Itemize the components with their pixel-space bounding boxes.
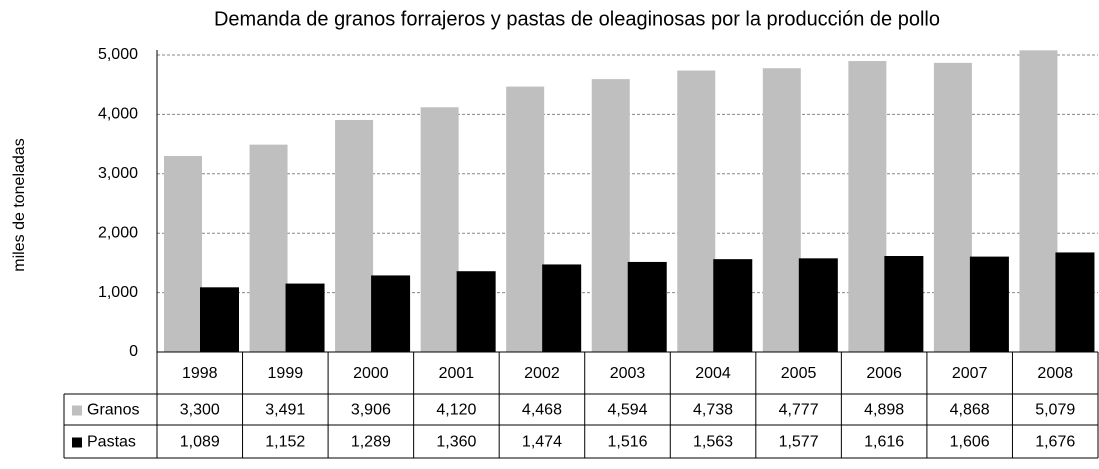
bar bbox=[591, 79, 630, 353]
table-value: 1,089 bbox=[180, 434, 220, 451]
legend-swatch bbox=[72, 405, 82, 416]
legend-label: Granos bbox=[87, 402, 139, 419]
table-value: 4,898 bbox=[864, 402, 904, 419]
x-tick-label: 1998 bbox=[182, 365, 218, 382]
y-tick-label: 5,000 bbox=[98, 46, 138, 63]
table-value: 4,120 bbox=[436, 402, 476, 419]
x-tick-label: 2005 bbox=[781, 365, 817, 382]
bar bbox=[848, 61, 887, 352]
legend-swatch bbox=[72, 437, 82, 448]
y-tick-label: 4,000 bbox=[98, 106, 138, 123]
bar bbox=[798, 258, 838, 352]
y-axis-label: miles de toneladas bbox=[11, 138, 28, 271]
x-tick-label: 2002 bbox=[524, 365, 560, 382]
table-value: 4,468 bbox=[522, 402, 562, 419]
bar bbox=[456, 271, 496, 352]
table-value: 1,676 bbox=[1035, 434, 1075, 451]
table-value: 5,079 bbox=[1035, 402, 1075, 419]
bar bbox=[506, 86, 545, 352]
bar bbox=[420, 107, 459, 352]
y-tick-label: 3,000 bbox=[98, 165, 138, 182]
bar bbox=[933, 62, 972, 353]
table-value: 1,474 bbox=[522, 434, 562, 451]
bar bbox=[285, 283, 325, 352]
table-value: 1,616 bbox=[864, 434, 904, 451]
bar bbox=[542, 264, 582, 352]
bar bbox=[249, 144, 288, 352]
x-tick-label: 2004 bbox=[695, 365, 731, 382]
table-value: 1,563 bbox=[693, 434, 733, 451]
table-value: 1,360 bbox=[436, 434, 476, 451]
table-value: 3,906 bbox=[351, 402, 391, 419]
legend-label: Pastas bbox=[87, 434, 136, 451]
table-value: 4,738 bbox=[693, 402, 733, 419]
bar bbox=[677, 70, 716, 352]
x-tick-label: 1999 bbox=[268, 365, 304, 382]
table-value: 4,594 bbox=[607, 402, 647, 419]
table-value: 4,868 bbox=[950, 402, 990, 419]
bar bbox=[762, 68, 801, 352]
bar bbox=[969, 256, 1009, 352]
table-value: 4,777 bbox=[779, 402, 819, 419]
y-tick-label: 0 bbox=[129, 343, 138, 360]
x-tick-label: 2006 bbox=[866, 365, 902, 382]
x-tick-label: 2008 bbox=[1037, 365, 1073, 382]
chart-title: Demanda de granos forrajeros y pastas de… bbox=[214, 8, 940, 30]
table-value: 1,606 bbox=[950, 434, 990, 451]
bar bbox=[164, 155, 202, 352]
x-tick-label: 2000 bbox=[353, 365, 389, 382]
bar bbox=[200, 287, 239, 352]
bar bbox=[627, 261, 667, 352]
x-tick-label: 2003 bbox=[610, 365, 646, 382]
bar bbox=[713, 259, 753, 352]
table-value: 1,577 bbox=[779, 434, 819, 451]
table-value: 3,300 bbox=[180, 402, 220, 419]
bar bbox=[335, 119, 374, 352]
x-tick-label: 2007 bbox=[952, 365, 988, 382]
table-value: 1,516 bbox=[607, 434, 647, 451]
bar bbox=[371, 275, 411, 352]
bar bbox=[884, 256, 924, 352]
bar bbox=[1019, 50, 1058, 352]
table-value: 3,491 bbox=[265, 402, 305, 419]
table-value: 1,152 bbox=[265, 434, 305, 451]
table-value: 1,289 bbox=[351, 434, 391, 451]
y-tick-label: 2,000 bbox=[98, 224, 138, 241]
y-tick-label: 1,000 bbox=[98, 284, 138, 301]
bar bbox=[1055, 252, 1095, 352]
x-tick-label: 2001 bbox=[439, 365, 475, 382]
